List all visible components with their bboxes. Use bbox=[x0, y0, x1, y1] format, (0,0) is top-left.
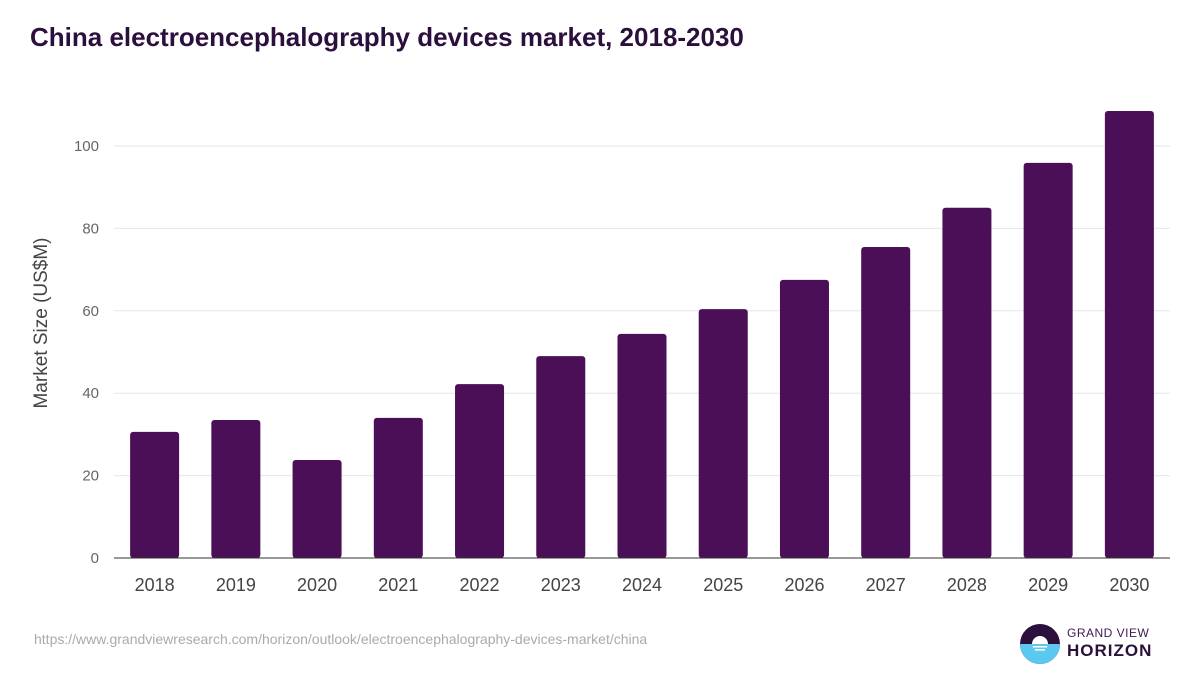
logo-text-top: GRAND VIEW bbox=[1067, 626, 1150, 640]
x-tick-label: 2018 bbox=[135, 575, 175, 595]
bar-2023 bbox=[536, 356, 586, 558]
x-tick-label: 2020 bbox=[297, 575, 337, 595]
x-tick-label: 2021 bbox=[378, 575, 418, 595]
source-url[interactable]: https://www.grandviewresearch.com/horizo… bbox=[34, 631, 648, 647]
bar-2020 bbox=[292, 459, 342, 558]
bar-chart: 0 20 40 60 80 100 2018 2019 2020 2021 2022 2023 2024… bbox=[31, 110, 1170, 595]
y-tick-label: 0 bbox=[91, 550, 99, 567]
grand-view-horizon-logo: GRAND VIEW HORIZON bbox=[1019, 623, 1169, 665]
x-tick-label: 2028 bbox=[947, 575, 987, 595]
y-tick-label: 100 bbox=[74, 138, 99, 155]
bar-2027 bbox=[861, 246, 911, 558]
x-tick-label: 2019 bbox=[216, 575, 256, 595]
y-tick-label: 60 bbox=[82, 303, 99, 320]
horizon-logo-icon bbox=[1020, 624, 1060, 664]
x-tick-label: 2026 bbox=[784, 575, 824, 595]
y-tick-label: 20 bbox=[82, 468, 99, 485]
bar-2024 bbox=[617, 333, 667, 558]
x-tick-label: 2029 bbox=[1028, 575, 1068, 595]
bar-2028 bbox=[942, 207, 992, 559]
x-tick-label: 2022 bbox=[460, 575, 500, 595]
x-tick-label: 2030 bbox=[1109, 575, 1149, 595]
chart-title: China electroencephalography devices mar… bbox=[30, 22, 744, 52]
x-tick-label: 2025 bbox=[703, 575, 743, 595]
x-tick-label: 2023 bbox=[541, 575, 581, 595]
bar-2030 bbox=[1104, 110, 1154, 558]
bar-2018 bbox=[130, 431, 180, 558]
bar-2019 bbox=[211, 419, 261, 558]
x-tick-label: 2024 bbox=[622, 575, 662, 595]
y-axis-label: Market Size (US$M) bbox=[31, 237, 52, 408]
bar-2025 bbox=[698, 309, 748, 558]
x-tick-label: 2027 bbox=[866, 575, 906, 595]
y-tick-label: 80 bbox=[82, 220, 99, 237]
y-tick-label: 40 bbox=[82, 385, 99, 402]
logo-text-bottom: HORIZON bbox=[1067, 641, 1153, 660]
bar-2029 bbox=[1023, 162, 1073, 558]
bar-2026 bbox=[779, 279, 829, 558]
bar-2022 bbox=[455, 384, 505, 558]
bar-2021 bbox=[373, 417, 423, 558]
